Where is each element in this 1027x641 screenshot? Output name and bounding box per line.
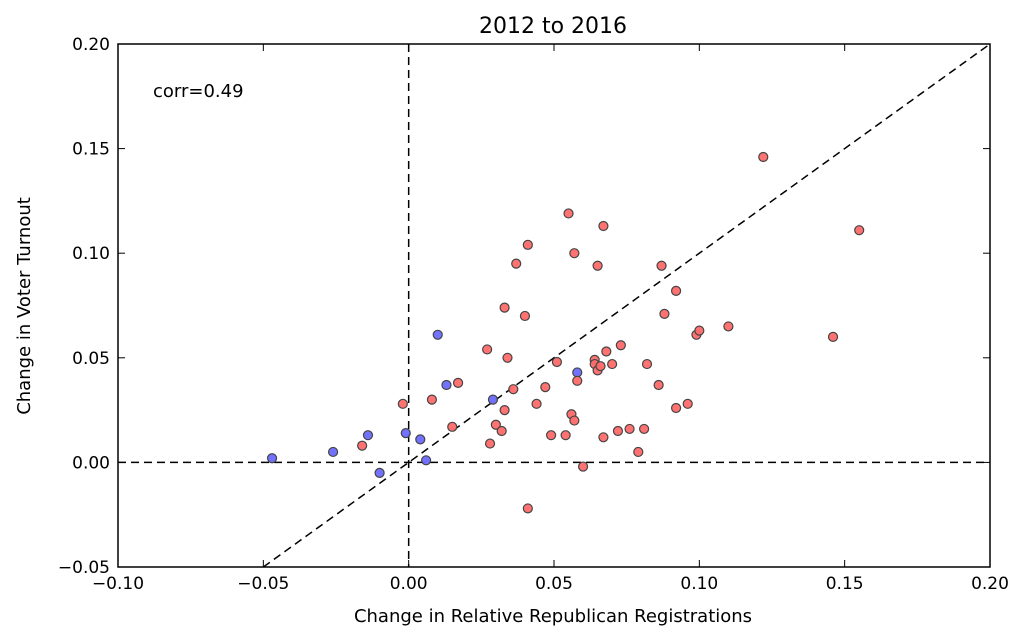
data-point-red (656, 260, 667, 271)
data-point-blue (266, 453, 278, 464)
data-point-red (612, 425, 624, 437)
reference-lines (118, 43, 991, 568)
data-point-red (531, 398, 542, 409)
reference-line-diagonal (262, 43, 991, 568)
data-point-red (615, 340, 626, 351)
data-point-red (624, 423, 635, 435)
y-tick-label: 0.20 (72, 35, 110, 55)
data-point-red (482, 344, 493, 355)
data-point-red (502, 352, 513, 363)
x-axis-label: Change in Relative Republican Registrati… (354, 606, 752, 627)
data-point-red (397, 398, 408, 409)
data-point-red (563, 208, 574, 219)
data-point-red (659, 308, 670, 319)
y-tick-label: 0.05 (72, 349, 110, 369)
data-point-red (653, 379, 664, 391)
data-point-red (598, 220, 609, 232)
data-point-red (854, 225, 865, 236)
plot-frame (117, 43, 991, 568)
data-point-red (633, 446, 644, 458)
data-points (266, 151, 865, 514)
x-tick-label: 0.15 (826, 574, 864, 594)
chart-title: 2012 to 2016 (479, 14, 627, 39)
data-point-red (592, 260, 603, 271)
data-point-red (694, 325, 705, 336)
correlation-annotation: corr=0.49 (153, 81, 244, 102)
data-point-red (572, 375, 583, 386)
data-point-red (639, 423, 650, 435)
data-point-red (607, 358, 618, 370)
x-tick-label: 0.20 (971, 574, 1009, 594)
data-point-red (758, 151, 769, 163)
data-point-red (551, 356, 563, 368)
data-point-red (490, 419, 501, 430)
data-point-blue (374, 467, 385, 478)
y-tick-label: −0.05 (58, 558, 110, 578)
data-point-red (519, 310, 531, 322)
data-point-blue (572, 367, 583, 378)
data-point-red (496, 425, 507, 437)
y-tick-label: 0.10 (72, 244, 110, 264)
data-point-red (499, 302, 510, 313)
data-point-red (484, 438, 496, 449)
data-point-red (601, 346, 612, 357)
y-axis-label: Change in Voter Turnout (14, 197, 35, 415)
x-tick-label: −0.10 (92, 574, 144, 594)
data-point-red (499, 405, 510, 416)
data-point-red (723, 321, 734, 332)
data-point-red (357, 440, 368, 451)
data-point-red (641, 358, 653, 370)
y-tick-label: 0.00 (72, 453, 110, 473)
x-tick-label: 0.00 (390, 574, 428, 594)
data-point-blue (487, 394, 499, 405)
x-tick-label: −0.05 (237, 574, 289, 594)
data-point-blue (327, 446, 339, 458)
data-point-blue (362, 430, 374, 441)
data-point-red (540, 381, 551, 393)
data-point-red (522, 503, 533, 514)
data-point-blue (432, 329, 443, 340)
data-point-red (545, 430, 557, 441)
data-point-red (595, 361, 606, 372)
data-point-blue (441, 379, 452, 391)
data-point-red (522, 239, 533, 250)
x-tick-label: 0.05 (535, 574, 573, 594)
data-point-blue (421, 455, 432, 466)
data-point-red (560, 430, 571, 441)
data-point-red (426, 394, 438, 405)
y-tick-label: 0.15 (72, 140, 110, 160)
x-tick-label: 0.10 (680, 574, 718, 594)
data-point-blue (400, 428, 411, 439)
data-point-red (508, 384, 519, 395)
data-point-red (827, 331, 839, 342)
data-point-red (598, 432, 609, 443)
data-point-red (511, 258, 522, 269)
data-point-red (447, 421, 458, 432)
data-point-blue (415, 434, 426, 445)
data-point-red (577, 461, 589, 472)
data-point-red (569, 248, 580, 259)
axis-ticks: −0.10 −0.05 0.00 0.05 0.10 0.15 0.20−0.050.000… (58, 35, 1009, 594)
data-point-red (569, 415, 580, 426)
data-point-red (670, 285, 682, 296)
data-point-red (670, 402, 682, 414)
data-point-red (452, 377, 464, 389)
data-point-red (682, 398, 693, 409)
